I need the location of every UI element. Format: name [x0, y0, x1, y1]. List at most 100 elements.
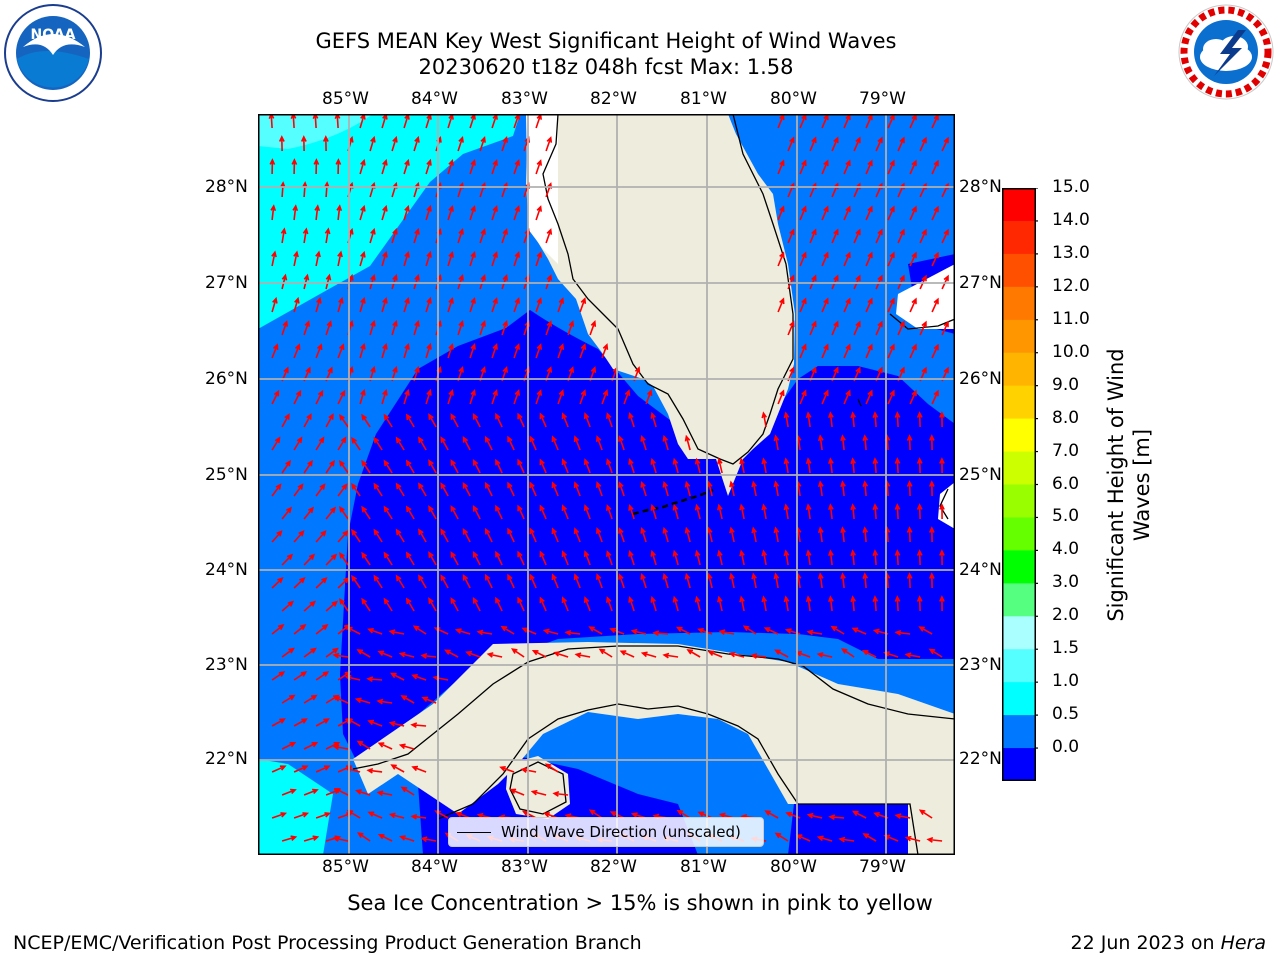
wind-wave-arrow	[440, 528, 449, 543]
wind-wave-arrow	[544, 763, 559, 773]
wind-wave-arrow	[919, 228, 927, 244]
wind-wave-arrow	[535, 159, 542, 175]
colorbar-cell	[1002, 220, 1036, 255]
wind-wave-arrow	[390, 764, 405, 773]
footer-credit: NCEP/EMC/Verification Post Processing Pr…	[13, 932, 642, 954]
colorbar-cell	[1002, 583, 1036, 617]
wind-wave-arrow	[706, 480, 713, 497]
wind-wave-arrow	[529, 573, 537, 589]
ocean-band-1.5-2.0-corner	[258, 114, 373, 149]
wind-wave-arrow	[777, 251, 785, 267]
wind-wave-arrow	[640, 572, 647, 589]
wind-wave-arrow	[314, 204, 321, 221]
wind-wave-arrow	[865, 343, 873, 359]
map-legend: Wind Wave Direction (unscaled)	[448, 817, 764, 847]
wind-wave-arrow	[840, 480, 846, 497]
wind-wave-arrow	[557, 389, 565, 405]
lon-label-bottom: 82°W	[590, 857, 637, 877]
wind-wave-arrow	[337, 436, 347, 451]
wind-wave-arrow	[324, 227, 331, 244]
wind-wave-arrow	[596, 573, 603, 589]
wind-wave-arrow	[398, 743, 415, 750]
land-cuba	[353, 642, 955, 855]
colorbar-tick-label: 7.0	[1052, 440, 1080, 461]
wind-wave-arrow	[684, 526, 691, 543]
wind-wave-arrow	[369, 319, 376, 336]
colorbar-cell	[1002, 188, 1036, 222]
coastline-cuba	[352, 645, 955, 855]
wind-wave-arrow	[410, 813, 427, 820]
wind-wave-arrow	[777, 389, 785, 405]
colorbar-cell	[1002, 748, 1036, 781]
wind-wave-arrow	[931, 159, 939, 175]
wind-wave-arrow	[281, 600, 294, 612]
lat-label-left: 22°N	[205, 749, 248, 769]
wind-wave-arrow	[293, 577, 306, 589]
wind-wave-arrow	[831, 136, 839, 152]
wind-wave-arrow	[315, 436, 325, 451]
wind-wave-arrow	[520, 767, 537, 773]
wind-wave-arrow	[303, 553, 316, 566]
wind-wave-arrow	[383, 413, 393, 428]
wind-wave-arrow	[293, 296, 300, 313]
wind-wave-arrow	[356, 832, 371, 842]
wind-wave-arrow	[916, 411, 923, 428]
wind-wave-arrow	[883, 651, 899, 658]
wind-wave-arrow	[843, 205, 851, 221]
wind-wave-arrow	[281, 553, 294, 566]
wind-wave-arrow	[606, 504, 613, 520]
colorbar-cell	[1002, 319, 1036, 354]
wind-wave-arrow	[806, 629, 823, 636]
wind-wave-arrow	[553, 651, 569, 658]
wind-wave-arrow	[418, 574, 427, 589]
wind-wave-arrow	[495, 412, 503, 428]
colorbar-label: Significant Height of Wind Waves [m]	[1104, 348, 1154, 622]
wind-wave-arrow	[447, 342, 454, 359]
noaa-logo: NOAA	[4, 4, 102, 102]
wind-wave-arrow	[872, 549, 879, 566]
wind-wave-arrow	[787, 136, 795, 152]
wind-wave-arrow	[717, 549, 723, 566]
wind-wave-arrow	[369, 227, 376, 244]
wind-wave-arrow	[291, 158, 298, 175]
wind-wave-arrow	[339, 597, 349, 612]
wind-wave-arrow	[773, 572, 780, 589]
wind-wave-arrow	[271, 765, 287, 773]
wind-wave-arrow	[472, 412, 481, 428]
wind-wave-arrow	[872, 411, 879, 428]
wind-wave-arrow	[507, 435, 515, 451]
wind-wave-arrow	[400, 786, 415, 796]
wind-wave-arrow	[403, 204, 410, 221]
wind-wave-arrow	[303, 506, 314, 520]
wind-wave-arrow	[545, 320, 553, 336]
wind-wave-arrow	[739, 457, 745, 474]
colorbar-tick-label: 13.0	[1052, 242, 1090, 263]
wind-wave-arrow	[783, 503, 790, 520]
wind-wave-arrow	[447, 296, 454, 313]
wind-wave-arrow	[399, 835, 415, 842]
wind-wave-arrow	[551, 527, 559, 543]
wind-wave-arrow	[293, 765, 309, 773]
wind-wave-arrow	[450, 551, 459, 566]
wind-wave-arrow	[875, 228, 883, 244]
wind-wave-arrow	[395, 482, 405, 497]
wind-wave-arrow	[652, 630, 669, 636]
wind-wave-arrow	[495, 458, 503, 474]
wind-wave-arrow	[894, 503, 901, 520]
wind-wave-arrow	[619, 650, 635, 658]
wind-wave-arrow	[359, 296, 366, 313]
wind-wave-arrow	[728, 651, 745, 658]
wind-wave-arrow	[573, 435, 581, 451]
wind-wave-arrow	[315, 530, 327, 543]
footer-date: 22 Jun 2023 on Hera	[1071, 932, 1266, 954]
wind-wave-arrow	[545, 228, 553, 244]
wind-wave-arrow	[418, 482, 427, 497]
wind-wave-arrow	[334, 114, 341, 129]
wind-wave-arrow	[381, 342, 388, 359]
wind-wave-arrow	[428, 505, 437, 520]
wind-wave-arrow	[872, 457, 879, 474]
wind-wave-arrow	[539, 504, 547, 520]
land-florida-mask	[526, 114, 558, 264]
wind-wave-arrow	[918, 809, 933, 819]
wind-wave-arrow	[865, 205, 873, 221]
